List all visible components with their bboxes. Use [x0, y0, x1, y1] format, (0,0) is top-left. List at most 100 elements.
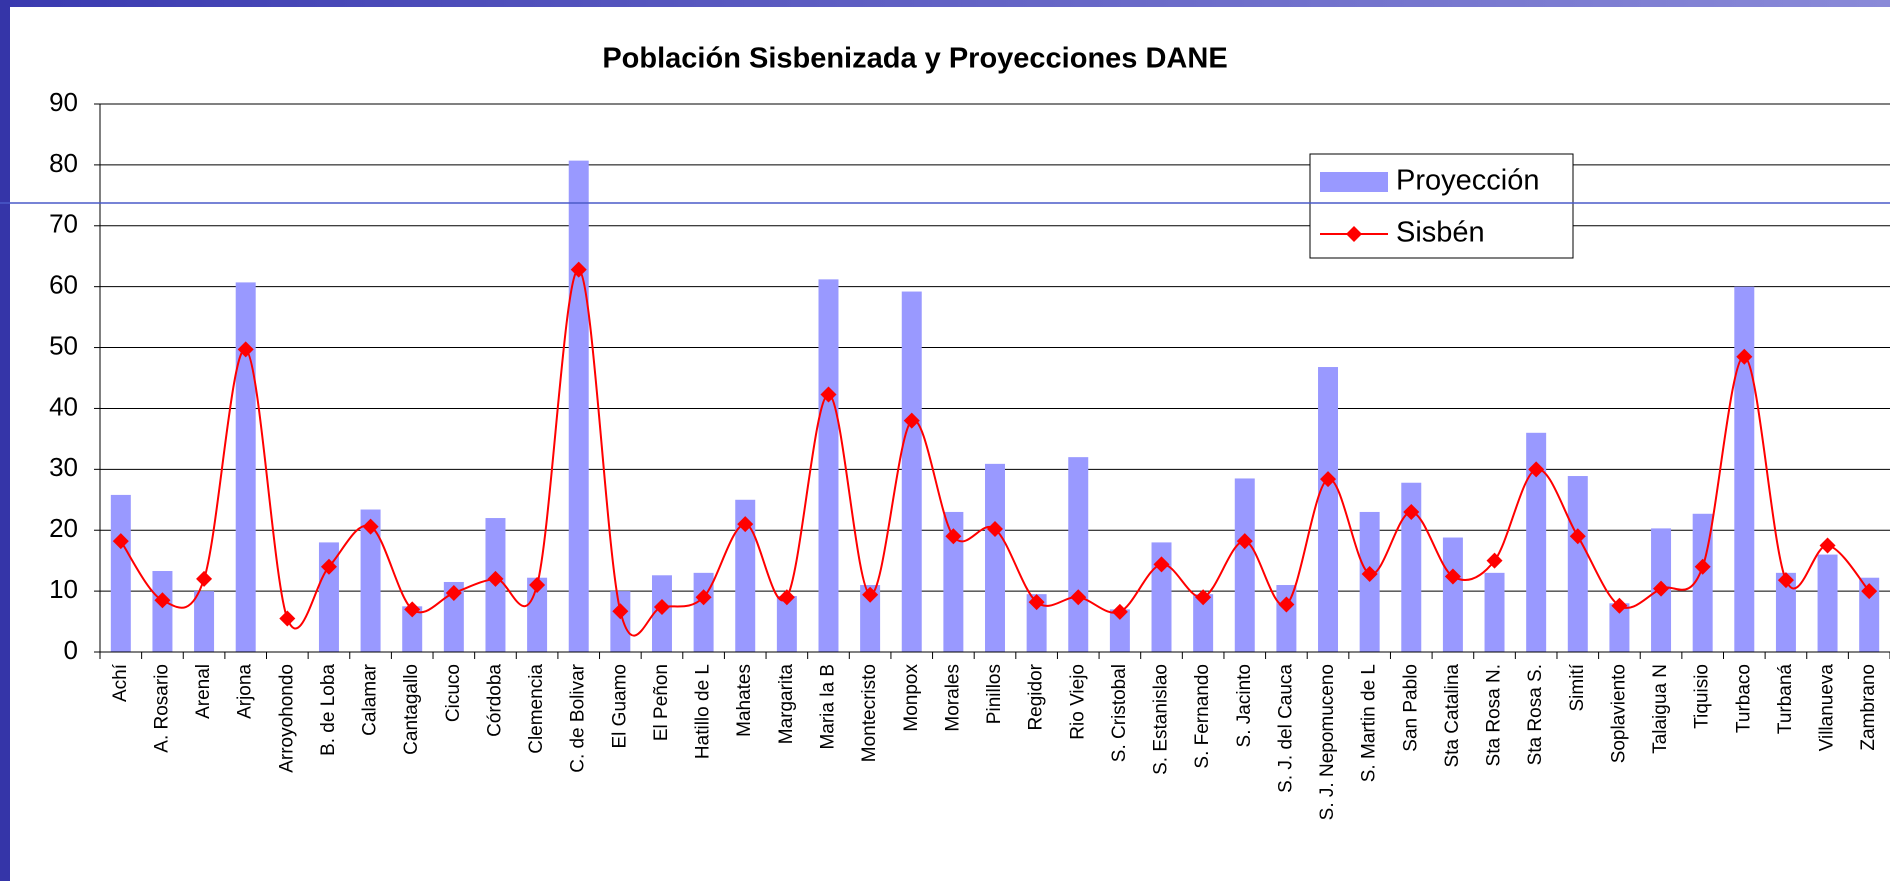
bar — [1068, 457, 1089, 652]
y-tick-label: 30 — [49, 452, 78, 482]
bar — [1193, 594, 1214, 652]
x-tick-label: Soplaviento — [1608, 664, 1629, 763]
x-tick-label: Talaigua N — [1650, 664, 1671, 754]
marker — [529, 577, 546, 594]
marker — [320, 558, 337, 575]
marker — [1070, 589, 1087, 606]
marker — [903, 412, 920, 429]
y-tick-label: 20 — [49, 513, 78, 543]
marker — [196, 570, 213, 587]
bar — [1775, 572, 1796, 652]
marker — [653, 598, 670, 615]
marker — [1153, 556, 1170, 573]
x-tick-label: Villanueva — [1817, 664, 1838, 752]
y-tick-label: 50 — [49, 330, 78, 360]
marker — [1028, 594, 1045, 611]
x-tick-label: S. Martin de L — [1359, 664, 1380, 782]
legend-label: Sisbén — [1396, 217, 1485, 249]
bar — [1609, 603, 1630, 652]
bar — [1442, 537, 1463, 652]
bar — [1859, 577, 1880, 652]
marker — [279, 610, 296, 627]
bar — [610, 591, 631, 652]
x-tick-label: Arjona — [235, 664, 256, 719]
marker — [1528, 461, 1545, 478]
marker — [945, 528, 962, 545]
x-tick-label: Pinillos — [984, 664, 1005, 724]
bar — [1276, 585, 1297, 652]
x-tick-label: El Guamo — [609, 664, 630, 748]
bar — [1026, 594, 1047, 652]
marker — [987, 521, 1003, 538]
x-tick-label: Clemencia — [526, 664, 547, 754]
y-tick-label: 60 — [49, 270, 78, 300]
bar — [110, 494, 131, 652]
x-tick-label: Arroyohondo — [276, 664, 297, 773]
bar — [943, 511, 964, 652]
x-tick-label: S. Fernando — [1192, 664, 1213, 769]
x-tick-label: S. Cristobal — [1109, 664, 1130, 762]
bar — [818, 279, 839, 652]
marker — [862, 586, 879, 603]
marker — [570, 261, 587, 278]
x-tick-label: Turbaco — [1733, 664, 1754, 733]
y-tick-label: 10 — [49, 574, 78, 604]
marker — [1819, 537, 1836, 554]
marker — [1195, 589, 1212, 606]
marker — [820, 386, 837, 403]
marker — [1111, 603, 1128, 620]
marker — [154, 592, 171, 609]
marker — [778, 589, 795, 606]
x-tick-label: Zambrano — [1858, 664, 1879, 751]
bar — [152, 571, 173, 652]
marker — [362, 518, 379, 535]
marker — [1694, 558, 1711, 575]
bar — [402, 606, 423, 652]
bar — [860, 585, 881, 652]
x-tick-label: Sta Catalina — [1442, 664, 1463, 768]
x-tick-label: Morales — [942, 664, 963, 732]
x-tick-label: Cicuco — [443, 664, 464, 722]
bar — [1817, 554, 1838, 652]
bar — [1318, 367, 1339, 652]
bar — [1567, 476, 1588, 652]
x-tick-label: S. J. del Cauca — [1275, 664, 1296, 793]
x-tick-label: S. Estanislao — [1151, 664, 1172, 775]
bar — [776, 595, 797, 652]
bar — [527, 577, 548, 652]
x-tick-label: S. J. Nepomuceno — [1317, 664, 1338, 820]
x-tick-label: Margarita — [776, 664, 797, 745]
x-tick-label: Mahates — [734, 664, 755, 737]
y-tick-label: 70 — [49, 209, 78, 239]
bar — [1526, 432, 1547, 652]
bar — [735, 499, 756, 652]
marker — [1736, 348, 1753, 365]
marker — [404, 601, 421, 618]
marker — [1320, 471, 1337, 488]
bar — [1401, 482, 1422, 652]
marker — [1486, 552, 1503, 569]
marker — [1444, 568, 1461, 585]
bar — [443, 581, 464, 652]
marker — [1611, 597, 1628, 614]
left-bar — [0, 0, 10, 881]
marker — [1569, 528, 1586, 545]
x-tick-label: El Peñon — [651, 664, 672, 741]
marker — [1236, 533, 1253, 550]
x-tick-label: Calamar — [360, 663, 381, 735]
x-tick-label: Hatillo de L — [693, 664, 714, 759]
y-tick-label: 90 — [49, 87, 78, 117]
x-tick-label: B. de Loba — [318, 664, 339, 756]
x-tick-label: Rio Viejo — [1067, 664, 1088, 740]
x-tick-label: Montecristo — [859, 664, 880, 762]
x-tick-label: San Pablo — [1400, 664, 1421, 752]
bar — [1484, 572, 1505, 652]
y-tick-label: 40 — [49, 391, 78, 421]
bar — [1151, 542, 1172, 652]
marker — [1861, 583, 1878, 600]
bar — [693, 572, 714, 652]
x-tick-label: Tiquisio — [1692, 664, 1713, 729]
marker — [1278, 596, 1295, 613]
bar — [568, 160, 589, 653]
